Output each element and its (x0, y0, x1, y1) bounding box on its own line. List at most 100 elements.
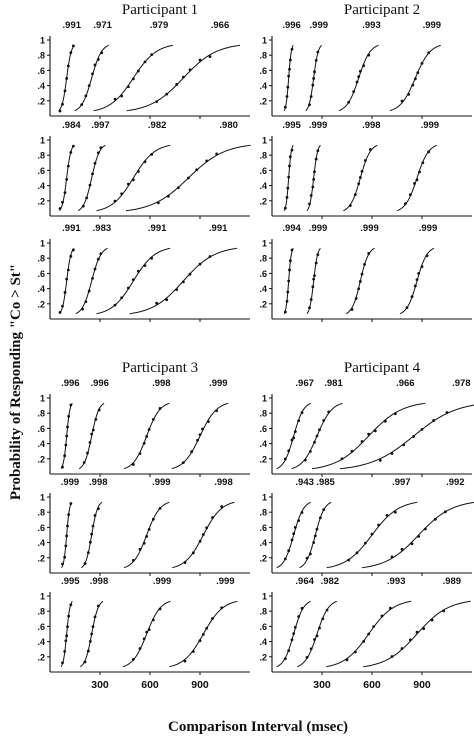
data-point (136, 269, 140, 273)
data-point (421, 161, 425, 165)
data-point (407, 93, 411, 96)
participant-1-title: Participant 1 (122, 2, 198, 18)
y-tick-label: .4 (259, 637, 267, 647)
data-point (315, 527, 319, 531)
y-tick-label: .2 (259, 96, 267, 106)
data-point (370, 532, 374, 536)
data-point (383, 419, 387, 423)
data-point (350, 449, 354, 453)
data-point (380, 614, 384, 618)
data-point (287, 74, 291, 78)
fit-curve (60, 601, 73, 667)
y-tick-label: .8 (259, 254, 267, 264)
y-tick-label: .4 (259, 538, 267, 548)
data-point (290, 248, 294, 252)
y-tick-label: .8 (37, 508, 45, 518)
data-point (64, 639, 68, 643)
r-value-label: .989 (443, 576, 462, 587)
x-axis-label: Comparison Interval (msec) (168, 719, 348, 735)
fit-curve (283, 45, 294, 111)
x-tick-label: 900 (191, 679, 209, 691)
r-value-label: .998 (89, 477, 108, 488)
data-point (88, 639, 92, 643)
data-point (67, 614, 71, 618)
data-point (305, 556, 309, 560)
data-point (181, 75, 185, 79)
y-tick-label: 1 (262, 394, 267, 404)
data-point (155, 301, 159, 305)
data-point (287, 549, 291, 553)
r-value-label: .980 (219, 120, 238, 131)
data-point (145, 435, 149, 438)
data-point (418, 170, 421, 174)
data-point (83, 562, 87, 565)
y-tick-label: .8 (37, 607, 45, 617)
data-point (143, 160, 147, 164)
y-tick-label: .8 (37, 254, 45, 264)
data-point (415, 278, 419, 282)
data-point (158, 607, 162, 611)
panel: .2 .4 .6 .8 1 .943.985 .997 .992 (259, 477, 474, 576)
data-point (93, 63, 97, 67)
data-point (427, 150, 431, 154)
data-point (175, 288, 179, 292)
data-point (69, 254, 73, 258)
data-point (367, 632, 371, 636)
data-point (352, 90, 356, 94)
data-point (360, 272, 364, 276)
data-point (308, 450, 312, 453)
data-point (318, 516, 322, 520)
data-point (309, 194, 313, 197)
x-tick-label: 600 (141, 679, 159, 691)
data-point (66, 425, 69, 429)
data-point (313, 440, 316, 444)
data-point (311, 83, 315, 87)
data-point (285, 195, 289, 199)
data-point (211, 617, 214, 620)
data-point (86, 451, 89, 455)
data-point (100, 51, 104, 55)
data-point (363, 159, 367, 162)
data-point (143, 60, 147, 64)
data-point (413, 77, 417, 81)
data-point (145, 534, 149, 538)
data-point (94, 418, 98, 421)
data-point (67, 414, 71, 418)
r-value-label: .943 (295, 477, 314, 488)
y-tick-label: .2 (37, 96, 45, 106)
panel: .2 .4 .6 .8 1 .996 .996 .998 .999 (37, 378, 250, 477)
x-tick-label: 600 (363, 679, 381, 691)
r-value-label: .991 (62, 223, 81, 234)
data-point (293, 625, 297, 629)
data-point (138, 647, 142, 650)
y-tick-label: 1 (40, 493, 45, 503)
fit-curve (361, 501, 474, 569)
data-point (63, 454, 67, 458)
y-tick-label: 1 (40, 592, 45, 602)
data-point (288, 58, 292, 62)
r-value-label: .966 (211, 20, 230, 31)
y-tick-label: .6 (259, 66, 267, 76)
data-point (313, 638, 316, 641)
fit-curve (74, 44, 109, 112)
data-point (309, 647, 313, 651)
data-point (150, 256, 154, 260)
data-point (86, 551, 90, 555)
data-point (354, 297, 358, 300)
data-point (312, 541, 316, 544)
data-point (65, 434, 69, 438)
panel: .2 .4 .6 .8 1 .995 .999 .998 .999 (259, 120, 472, 219)
r-value-label: .978 (452, 378, 471, 389)
data-point (390, 655, 394, 658)
data-point (120, 192, 124, 196)
data-point (188, 272, 192, 276)
participant-4-group: Participant 4.2.4.6.81.967.981.966.978.2… (259, 360, 474, 691)
data-point (315, 634, 319, 638)
r-value-label: .993 (362, 20, 381, 31)
data-point (183, 659, 187, 663)
data-point (208, 55, 212, 59)
data-point (308, 202, 311, 206)
data-point (66, 164, 70, 168)
y-tick-label: .2 (259, 454, 267, 464)
data-point (88, 441, 92, 444)
